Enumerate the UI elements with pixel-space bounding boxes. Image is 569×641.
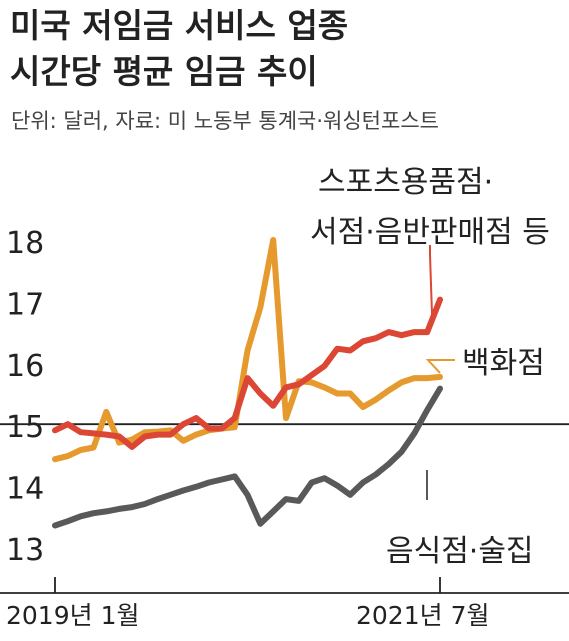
x-axis	[0, 577, 569, 594]
y-tick-label-13: 13	[6, 533, 44, 568]
series-callouts	[425, 245, 455, 500]
y-tick-label-15: 15	[6, 410, 44, 445]
series-label-sporting-book-music-1: 서점·음반판매점 등	[310, 215, 550, 250]
chart-title-line-1: 미국 저임금 서비스 업종	[10, 6, 349, 45]
series-line-sporting-book-music	[52, 296, 443, 450]
x-tick-label-start: 2019년 1월	[6, 601, 139, 630]
y-axis-ticks: 13 14 15 16 17 18	[6, 226, 44, 568]
chart-title-line-2: 시간당 평균 임금 추이	[10, 52, 318, 91]
series-label-sporting-book-music-0: 스포츠용품점·	[318, 165, 493, 200]
y-tick-label-16: 16	[6, 349, 44, 384]
callout-department-stores	[425, 359, 455, 374]
series-line-restaurants	[52, 385, 443, 529]
y-tick-label-14: 14	[6, 472, 44, 507]
series-line-department-stores	[52, 237, 443, 463]
series-lines	[52, 237, 443, 529]
series-label-restaurants-0: 음식점·술집	[386, 534, 534, 569]
x-tick-label-end: 2021년 7월	[356, 601, 489, 630]
y-tick-label-18: 18	[6, 226, 44, 261]
unit-source-note: 단위: 달러, 자료: 미 노동부 통계국·워싱턴포스트	[11, 109, 439, 133]
series-label-department-stores-0: 백화점	[462, 346, 545, 381]
callout-sporting-book-music	[429, 245, 433, 315]
y-tick-label-17: 17	[6, 287, 44, 322]
x-axis-labels: 2019년 1월 2021년 7월	[6, 601, 489, 630]
